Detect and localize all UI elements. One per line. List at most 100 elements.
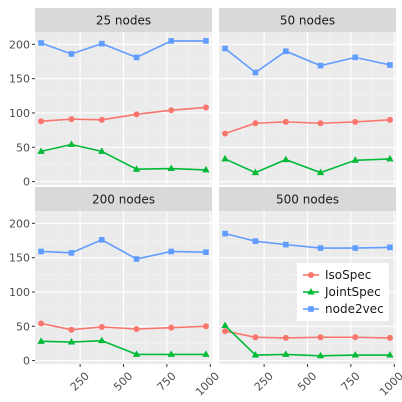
y-tick-label: 150 (9, 73, 30, 86)
series-jointspec-point (98, 336, 106, 344)
series-node2vec-point (133, 256, 140, 262)
x-tick-label: 250 (252, 370, 276, 394)
legend-label: IsoSpec (325, 268, 371, 282)
series-node2vec-point (317, 62, 324, 69)
y-tick-label: 200 (9, 38, 30, 51)
y-tick-label: 50 (16, 141, 30, 154)
series-isospec-point (386, 116, 393, 123)
facet-title: 50 nodes (280, 14, 335, 28)
series-node2vec-point (222, 45, 228, 52)
legend-key-marker (308, 272, 314, 278)
x-tick-label: 1000 (377, 370, 402, 399)
series-jointspec-point (251, 168, 260, 176)
x-tick-label: 750 (339, 370, 363, 394)
facet-25-nodes: 25 nodes 0 50 100 150 200 (9, 8, 212, 189)
series-isospec-point (202, 104, 209, 111)
series-jointspec-point (202, 350, 210, 357)
series-isospec-point (222, 130, 229, 137)
facet-title: 500 nodes (276, 193, 339, 207)
series-isospec-line (224, 330, 390, 339)
series-node2vec-point (387, 62, 393, 68)
series-jointspec-line (41, 339, 206, 356)
x-tick-label: 1000 (193, 370, 222, 399)
series-node2vec-point (99, 40, 105, 47)
series-jointspec-point (316, 351, 325, 359)
series-node2vec-point (352, 54, 359, 61)
series-isospec-point (252, 120, 259, 127)
series-isospec-point (38, 118, 45, 125)
x-tick-label: 750 (155, 370, 179, 394)
y-tick-label: 0 (23, 176, 30, 189)
series-node2vec-point (99, 237, 105, 243)
x-tick-label: 250 (68, 370, 92, 394)
series-jointspec-point (67, 338, 76, 345)
facet-strip (219, 8, 396, 32)
y-tick-label: 100 (9, 107, 30, 120)
series-jointspec-point (221, 321, 229, 329)
series-node2vec-point (252, 238, 259, 244)
x-tick-label: 500 (111, 370, 135, 394)
series-node2vec-point (222, 230, 228, 237)
legend-key-node2vec (303, 306, 319, 312)
facet-strip (35, 8, 212, 32)
series-node2vec-point (283, 48, 289, 55)
series-node2vec-line (40, 40, 206, 59)
series-isospec-point (68, 116, 75, 123)
series-jointspec-line (224, 325, 390, 357)
series-node2vec-point (38, 248, 44, 255)
series-isospec-point (168, 324, 175, 331)
series-jointspec-point (167, 350, 175, 357)
series-node2vec-point (168, 38, 175, 44)
legend-key-marker (308, 306, 314, 312)
series-isospec-line (40, 322, 206, 331)
series-isospec-point (202, 323, 209, 330)
y-tick-label: 0 (23, 355, 30, 368)
facet-title: 25 nodes (96, 14, 151, 28)
series-node2vec-point (352, 245, 359, 251)
series-isospec-point (168, 107, 175, 114)
y-tick-label: 200 (9, 217, 30, 230)
series-isospec-line (41, 106, 206, 122)
series-node2vec-point (252, 69, 259, 76)
series-node2vec-point (68, 250, 75, 256)
series-jointspec-point (132, 165, 141, 172)
series-isospec-line (224, 119, 390, 135)
series-isospec-point (352, 334, 359, 341)
series-jointspec-point (98, 147, 106, 154)
series-node2vec-point (38, 40, 44, 46)
series-isospec-point (317, 120, 324, 127)
series-jointspec-point (251, 351, 260, 358)
legend-label: node2vec (325, 302, 384, 316)
facet-200-nodes: 200 nodes 0 50 100 150 200 250 500 750 1000 (9, 187, 222, 399)
legend-key-jointspec (303, 288, 319, 295)
legend: IsoSpec JointSpec node2vec (297, 263, 389, 321)
series-jointspec-point (282, 155, 290, 163)
series-node2vec-point (317, 245, 324, 251)
series-node2vec-line (224, 47, 391, 74)
series-jointspec-point (202, 165, 210, 173)
series-node2vec-point (133, 54, 140, 61)
series-node2vec-point (387, 244, 393, 251)
series-node2vec-line (41, 238, 206, 260)
series-node2vec-point (68, 51, 75, 57)
legend-key-marker (307, 288, 315, 295)
series-isospec-point (282, 334, 289, 341)
series-isospec-point (386, 334, 393, 341)
series-isospec-point (133, 326, 140, 333)
series-isospec-point (98, 116, 105, 123)
series-isospec-point (38, 320, 45, 327)
series-jointspec-point (67, 140, 76, 148)
x-tick-label: 500 (295, 370, 319, 394)
series-isospec-point (282, 118, 289, 125)
series-isospec-point (252, 334, 259, 341)
facet-title: 200 nodes (92, 193, 155, 207)
facet-50-nodes: 50 nodes (219, 8, 396, 185)
series-isospec-point (317, 334, 324, 341)
y-tick-label: 150 (9, 252, 30, 265)
series-node2vec-point (168, 248, 175, 255)
series-isospec-point (68, 326, 75, 333)
y-tick-label: 50 (16, 320, 30, 333)
legend-label: JointSpec (324, 285, 381, 299)
series-jointspec-point (221, 154, 229, 162)
